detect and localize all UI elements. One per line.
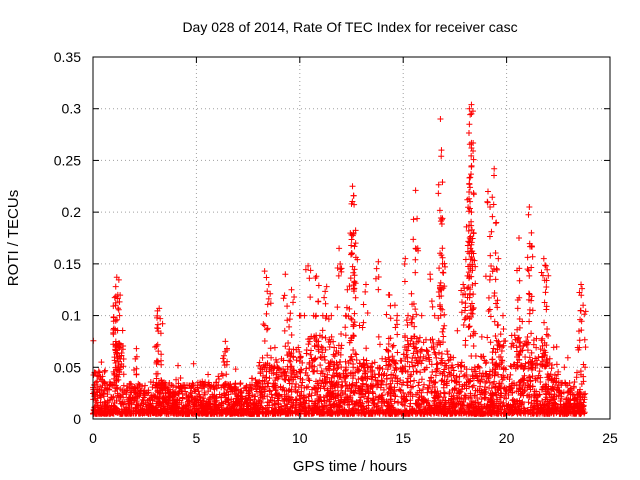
data-point — [450, 372, 457, 379]
data-point — [342, 324, 349, 331]
data-point — [551, 372, 558, 379]
data-point — [435, 337, 442, 344]
data-point — [331, 344, 338, 351]
data-point — [419, 357, 426, 364]
y-tick-label: 0.1 — [62, 308, 82, 324]
y-tick-label: 0.05 — [54, 359, 81, 375]
data-point — [499, 312, 506, 319]
data-point — [240, 401, 247, 408]
x-tick-label: 5 — [193, 430, 201, 446]
data-point — [306, 377, 313, 384]
data-point — [173, 376, 180, 383]
x-tick-label: 10 — [292, 430, 308, 446]
data-point — [287, 358, 294, 365]
y-tick-label: 0.3 — [62, 101, 82, 117]
data-point — [319, 349, 326, 356]
data-point — [145, 387, 152, 394]
data-point — [490, 345, 497, 352]
data-point — [305, 383, 312, 390]
data-point — [430, 339, 437, 346]
data-point — [530, 391, 537, 398]
data-point — [526, 373, 533, 380]
data-point — [431, 312, 438, 319]
x-tick-label: 20 — [499, 430, 515, 446]
y-tick-label: 0.2 — [62, 204, 82, 220]
y-tick-label: 0.15 — [54, 256, 81, 272]
grid — [93, 57, 610, 419]
data-point — [411, 377, 418, 384]
data-point — [337, 345, 344, 352]
data-point — [550, 344, 557, 351]
data-point — [256, 359, 263, 366]
y-tick-label: 0.35 — [54, 49, 81, 65]
data-point — [215, 375, 222, 382]
data-point — [267, 388, 274, 395]
data-point — [325, 360, 332, 367]
data-point — [524, 333, 531, 340]
data-point — [343, 394, 350, 401]
data-point — [531, 388, 538, 395]
chart-title: Day 028 of 2014, Rate Of TEC Index for r… — [182, 19, 517, 35]
data-point — [444, 351, 451, 358]
data-point — [405, 312, 412, 319]
data-point — [509, 397, 516, 404]
data-point — [272, 356, 279, 363]
data-point — [307, 351, 314, 358]
data-point — [439, 377, 446, 384]
data-point — [284, 317, 291, 324]
data-point — [416, 334, 423, 341]
data-point — [392, 324, 399, 331]
data-point — [478, 333, 485, 340]
y-tick-label: 0 — [73, 411, 81, 427]
data-point — [116, 312, 123, 319]
data-point — [500, 326, 507, 332]
y-axis-label: ROTI / TECUs — [5, 190, 22, 286]
data-point — [322, 334, 329, 341]
data-point — [536, 368, 543, 375]
data-point — [201, 391, 208, 398]
data-point — [553, 361, 560, 368]
x-tick-label: 25 — [602, 430, 618, 446]
data-point — [369, 360, 376, 367]
data-point — [424, 348, 431, 355]
data-point — [418, 312, 425, 319]
data-point — [271, 344, 278, 351]
x-tick-label: 0 — [89, 430, 97, 446]
data-point — [487, 339, 494, 346]
x-tick-label: 15 — [395, 430, 411, 446]
data-point — [413, 391, 420, 398]
data-point — [398, 381, 405, 388]
data-point — [345, 360, 352, 367]
y-tick-label: 0.25 — [54, 152, 81, 168]
data-point — [415, 382, 422, 389]
x-axis-label: GPS time / hours — [293, 458, 407, 475]
data-point — [482, 360, 489, 367]
data-markers — [90, 101, 589, 417]
data-point — [440, 381, 447, 388]
data-point — [561, 364, 568, 371]
data-point — [554, 371, 561, 378]
data-point — [342, 358, 349, 365]
data-point — [477, 383, 484, 390]
